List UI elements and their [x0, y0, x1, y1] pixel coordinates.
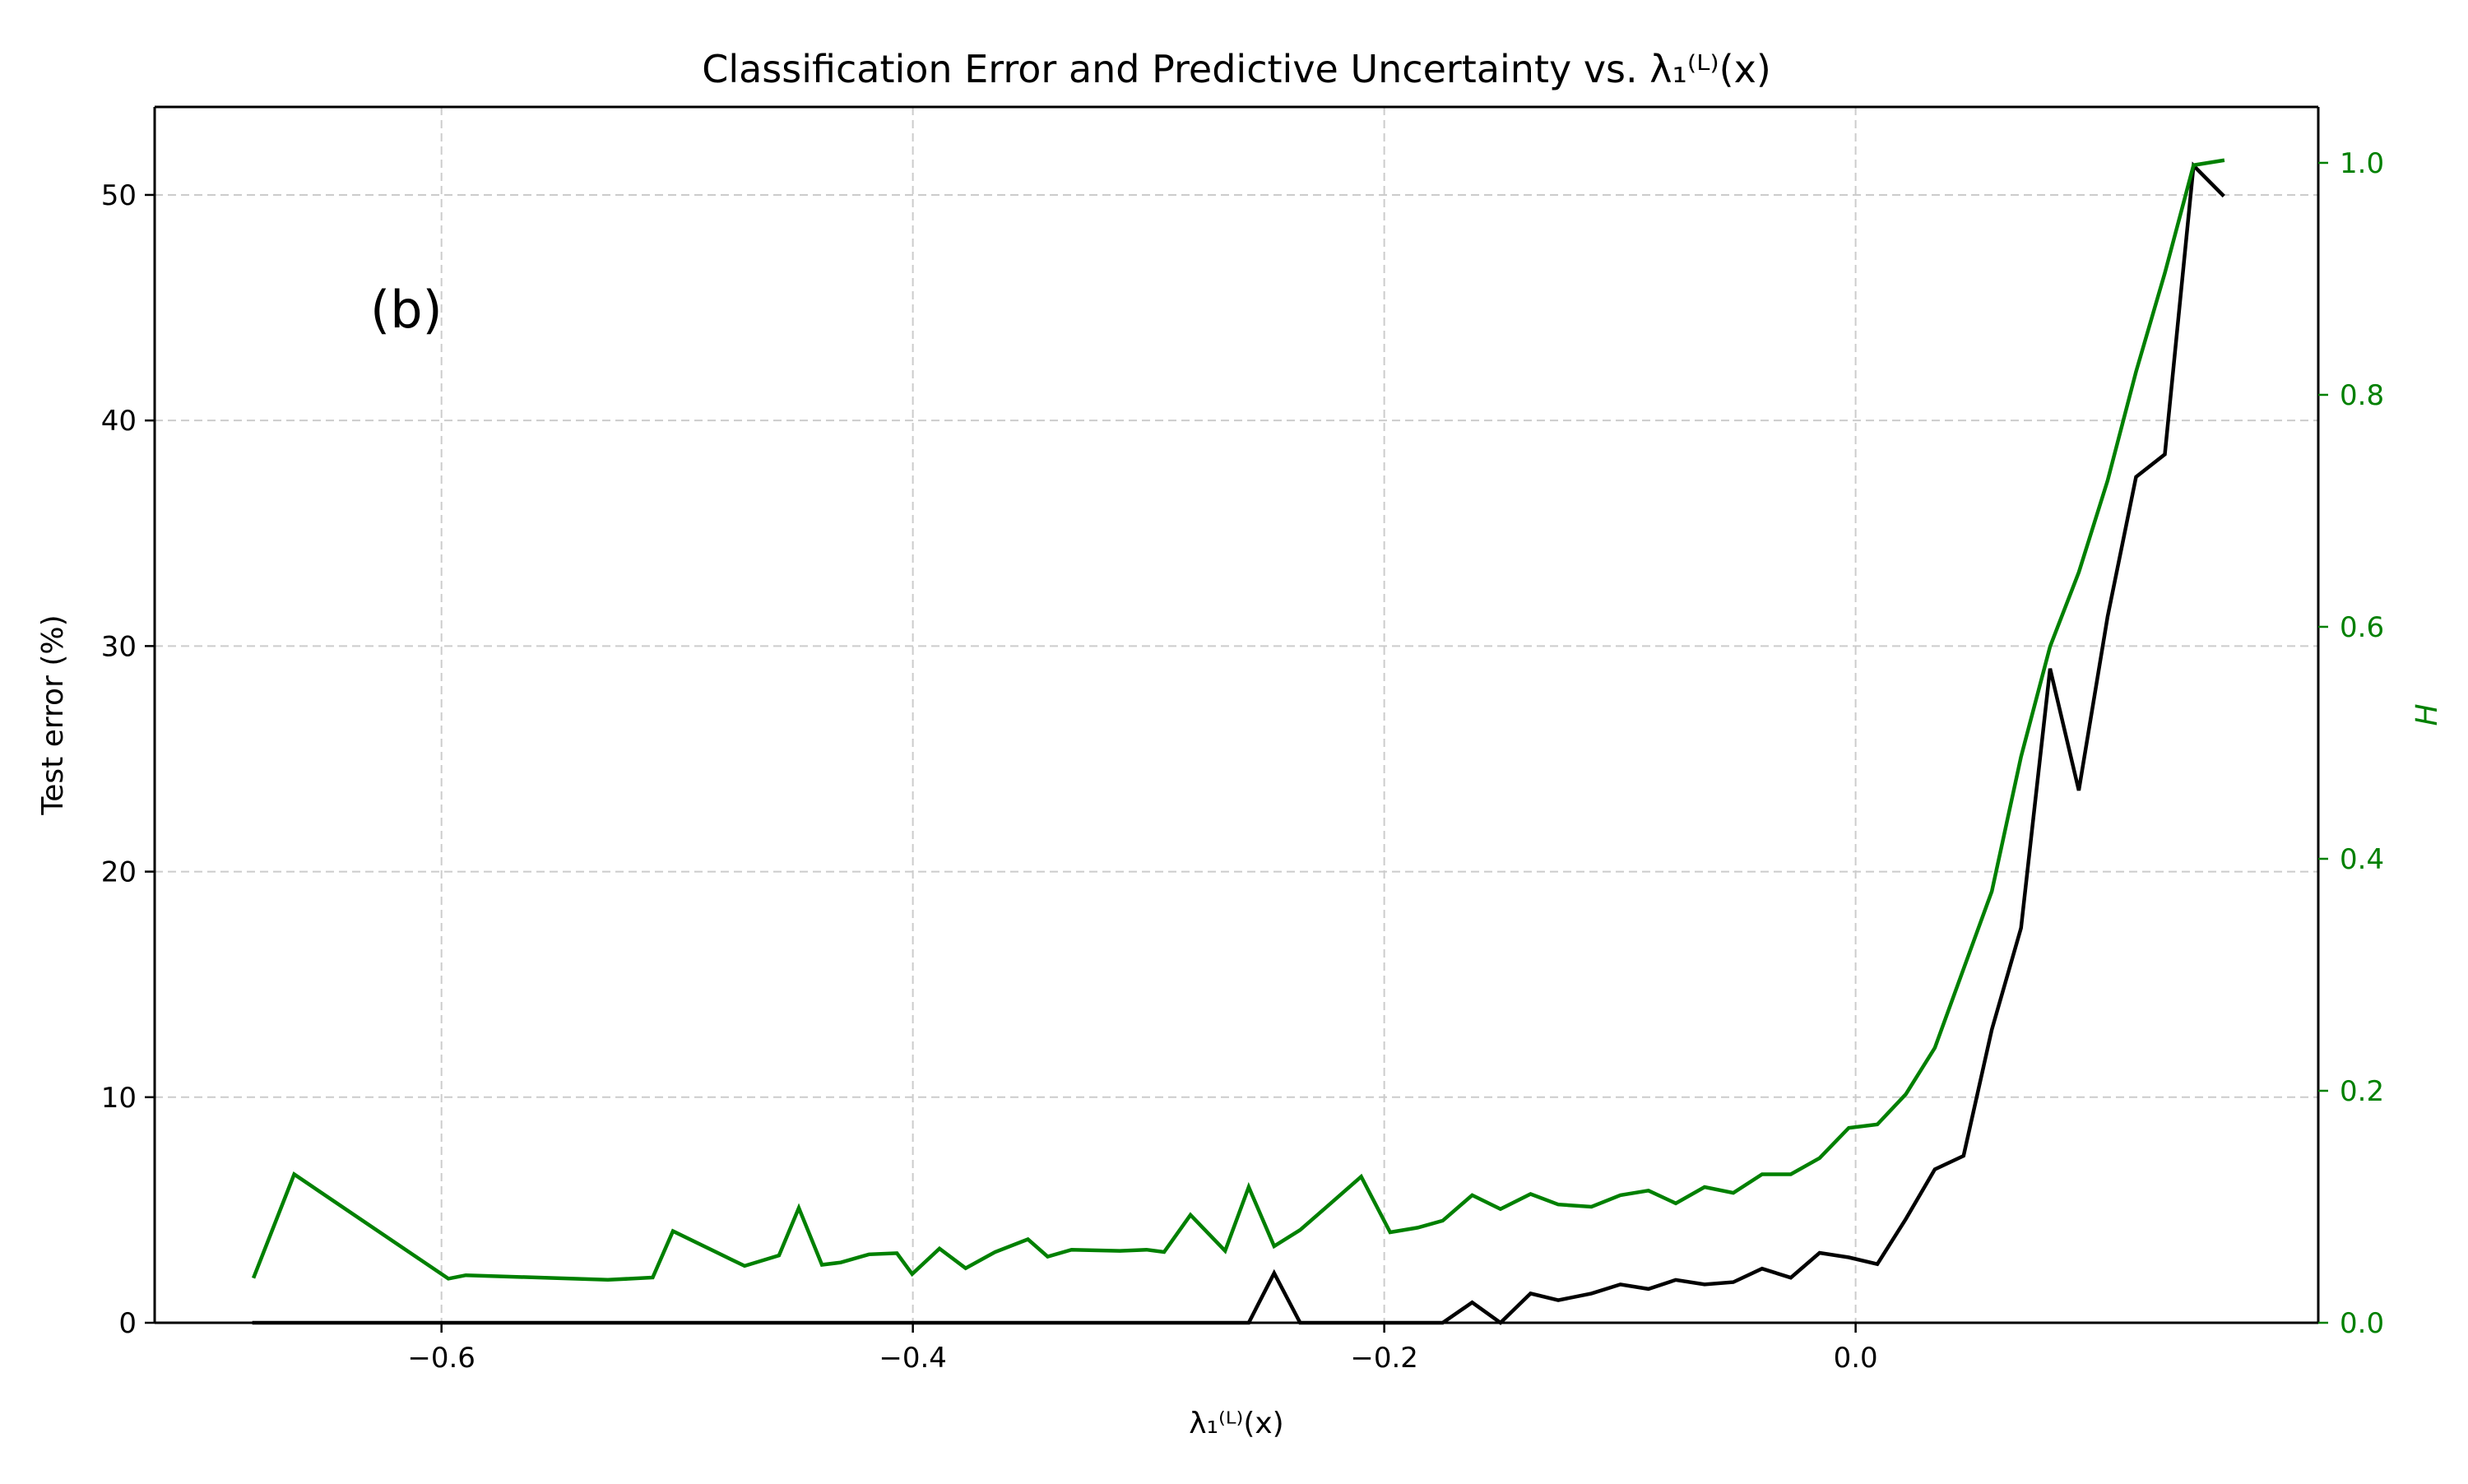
right-y-tick-label: 0.6: [2340, 611, 2384, 644]
right-y-axis-label: H: [2410, 703, 2444, 726]
y-tick-label: 40: [101, 405, 137, 438]
y-tick-label: 10: [101, 1082, 137, 1115]
x-axis-label: λ₁⁽ᴸ⁾(x): [1189, 1407, 1283, 1440]
series-lines: [251, 158, 2225, 1325]
grid: [155, 107, 2318, 1323]
chart-text: −0.6 −0.4 −0.2 0.0 0 10 20 30 40 50 0.0 0.2 0.4 0.6 0.…: [36, 47, 2444, 1440]
panel-label: (b): [370, 280, 443, 340]
test-error-line: [252, 161, 2225, 1325]
y-tick-label: 0: [118, 1307, 137, 1340]
right-y-tick-label: 0.0: [2340, 1307, 2384, 1340]
chart-title: Classification Error and Predictive Unce…: [702, 47, 1771, 91]
x-tick-label: −0.2: [1350, 1342, 1418, 1375]
right-y-tick-label: 0.4: [2340, 843, 2384, 876]
y-tick-label: 50: [101, 179, 137, 212]
axes: [145, 105, 2328, 1333]
right-y-tick-label: 1.0: [2340, 147, 2384, 180]
entropy-line: [251, 158, 2225, 1282]
x-tick-label: −0.6: [407, 1342, 476, 1375]
y-tick-label: 20: [101, 856, 137, 889]
x-tick-label: 0.0: [1834, 1342, 1878, 1375]
right-y-tick-label: 0.2: [2340, 1075, 2384, 1108]
y-tick-label: 30: [101, 630, 137, 663]
x-tick-label: −0.4: [879, 1342, 947, 1375]
right-y-tick-label: 0.8: [2340, 379, 2384, 412]
y-axis-label: Test error (%): [36, 614, 70, 815]
